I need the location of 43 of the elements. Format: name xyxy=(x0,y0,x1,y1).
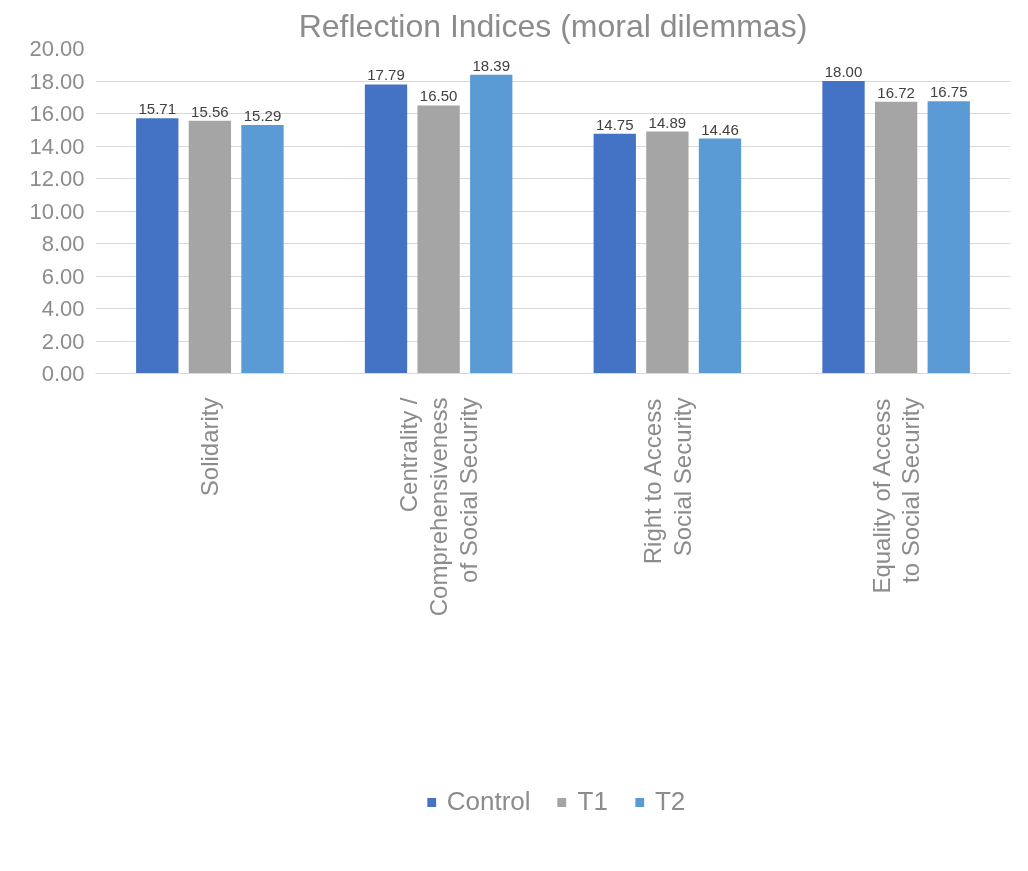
bar xyxy=(470,74,513,374)
data-label: 16.72 xyxy=(877,83,915,101)
x-tick-label: Right to Access Social Security xyxy=(639,397,696,565)
y-tick-label: 18.00 xyxy=(29,68,85,94)
y-tick-label: 6.00 xyxy=(41,263,85,289)
y-tick-label: 8.00 xyxy=(41,231,85,256)
x-tick-label: Solidarity xyxy=(196,397,224,497)
legend-label: T2 xyxy=(654,786,686,817)
data-label: 14.75 xyxy=(595,115,634,133)
bar xyxy=(874,101,918,374)
data-label: 16.75 xyxy=(929,83,968,101)
y-tick-label: 0.00 xyxy=(41,361,85,386)
bar xyxy=(241,125,284,374)
data-label: 17.79 xyxy=(367,66,405,84)
data-label: 16.50 xyxy=(419,87,458,105)
chart-title: Reflection Indices (moral dilemmas) xyxy=(298,7,808,44)
y-tick-label: 10.00 xyxy=(29,198,85,224)
bar xyxy=(822,81,865,374)
data-label: 15.56 xyxy=(191,102,229,120)
y-tick-label: 16.00 xyxy=(29,101,85,126)
data-label: 18.39 xyxy=(472,56,511,74)
x-tick-label: Equality of Access to Social Security xyxy=(867,397,925,594)
bar xyxy=(646,131,689,374)
y-tick-label: 2.00 xyxy=(41,328,85,354)
data-label: 15.71 xyxy=(138,100,177,118)
data-label: 14.46 xyxy=(701,120,739,138)
legend-label: Control xyxy=(446,786,531,817)
bar xyxy=(364,84,408,374)
y-tick-label: 20.00 xyxy=(29,36,85,61)
data-label: 14.89 xyxy=(648,113,687,131)
legend-label: T1 xyxy=(577,786,608,817)
bar xyxy=(593,133,636,374)
bar xyxy=(417,105,460,374)
x-tick-label: Centrality / Comprehensiveness of Social Security xyxy=(395,397,482,617)
bar xyxy=(927,101,970,374)
data-label: 18.00 xyxy=(824,63,863,80)
y-tick-label: 12.00 xyxy=(29,166,85,191)
y-tick-label: 14.00 xyxy=(29,133,85,159)
bar xyxy=(698,138,742,374)
bar xyxy=(188,120,232,374)
bar xyxy=(136,118,179,374)
y-tick-label: 4.00 xyxy=(41,296,85,321)
data-label: 15.29 xyxy=(243,107,282,125)
